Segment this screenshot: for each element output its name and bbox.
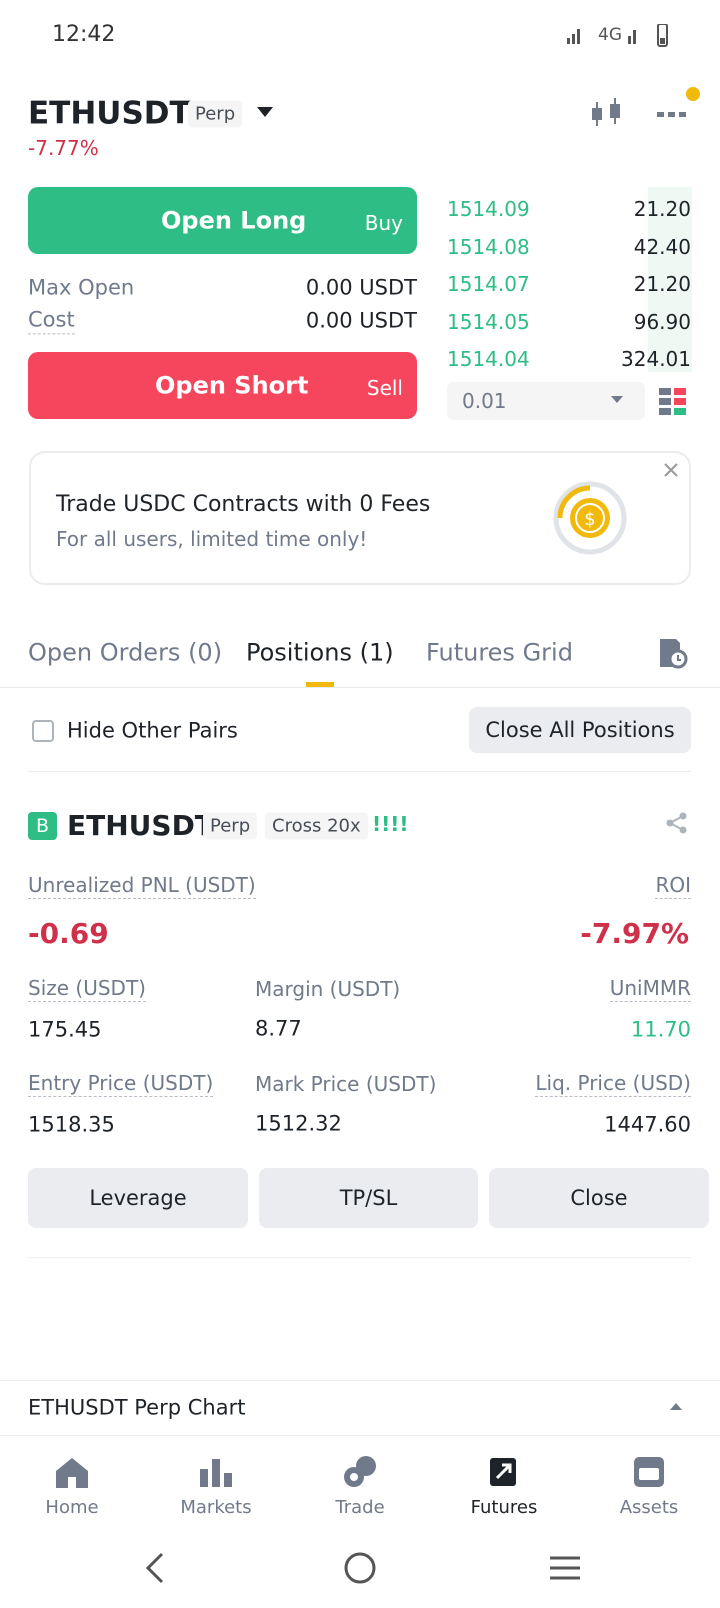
promo-title: Trade USDC Contracts with 0 Fees (56, 491, 431, 517)
chart-bar-label: ETHUSDT Perp Chart (28, 1395, 246, 1420)
cost-label: Cost (28, 307, 75, 335)
precision-select[interactable] (447, 382, 645, 420)
more-icon[interactable] (655, 84, 701, 124)
liq-price-label: Liq. Price (USD) (535, 1071, 691, 1097)
mark-price-value: 1512.32 (255, 1111, 342, 1136)
roi-label: ROI (655, 873, 691, 899)
buy-label: Buy (364, 211, 403, 235)
divider (28, 771, 691, 772)
unimmr-value: 11.70 (630, 1017, 691, 1042)
promo-close-icon[interactable] (664, 463, 678, 477)
divider (28, 1257, 691, 1258)
hide-other-pairs: Hide Other Pairs (67, 718, 238, 743)
bid-amount: 21.20 (633, 272, 691, 296)
mark-price-label: Mark Price (USDT) (255, 1072, 437, 1096)
bid-amount: 96.90 (633, 309, 691, 334)
pnl-value: -0.69 (28, 917, 109, 951)
margin-label: Margin (USDT) (255, 977, 401, 1001)
select-arrow (611, 396, 623, 403)
divider (0, 687, 720, 688)
contract-badge: Perp (188, 100, 243, 128)
bid-price: 1514.05 (447, 309, 530, 334)
unimmr-label: UniMMR (609, 976, 691, 1002)
assets-icon (634, 1457, 664, 1487)
bid-price: 1514.09 (447, 197, 530, 221)
nav-item[interactable]: Assets (619, 1497, 679, 1519)
contract-badge: Perp (203, 812, 258, 840)
sell-label: Sell (366, 376, 403, 400)
status-network: 4G (598, 24, 622, 45)
adl-indicator: !!!! (372, 812, 409, 836)
promo-coin-icon: $ (553, 481, 627, 555)
size-label: Size (USDT) (28, 976, 146, 1002)
system-nav (145, 1552, 580, 1584)
open-short-button[interactable] (28, 352, 417, 419)
dropdown-icon[interactable] (257, 107, 273, 119)
status-time: 12:42 (52, 21, 116, 47)
cost-value: 0.00 USDT (305, 308, 417, 333)
open-long-button[interactable] (28, 187, 417, 254)
nav-item[interactable]: Futures (470, 1497, 538, 1519)
price-change: -7.77% (28, 136, 99, 160)
max-open-value: 0.00 USDT (305, 275, 417, 300)
depth-bar (648, 187, 692, 372)
tab[interactable]: Open Orders (0) (28, 638, 223, 667)
home-icon (56, 1458, 88, 1488)
history-icon[interactable] (658, 637, 688, 669)
bid-amount: 42.40 (633, 234, 691, 259)
liq-price-value: 1447.60 (604, 1112, 691, 1137)
expand-arrow (670, 1403, 682, 1410)
precision-value: 0.01 (462, 389, 507, 413)
leverage-button[interactable]: Leverage (28, 1168, 248, 1228)
close-button[interactable]: Close (489, 1168, 709, 1228)
markets-icon (200, 1459, 232, 1487)
nav-item[interactable]: Trade (335, 1497, 385, 1519)
bid-amount: 324.01 (621, 347, 691, 371)
bid-amount: 21.20 (633, 197, 691, 221)
bid-price: 1514.04 (447, 347, 530, 371)
max-open-label: Max Open (28, 275, 135, 300)
promo-card[interactable] (29, 451, 691, 585)
open-short-label: Open Short (155, 371, 309, 400)
size-value: 175.45 (28, 1017, 102, 1042)
nav-item[interactable]: Markets (180, 1497, 252, 1519)
chart-icon[interactable] (590, 98, 624, 128)
tab[interactable]: Futures Grid (426, 638, 573, 667)
futures-icon (490, 1458, 516, 1486)
open-long-label: Open Long (161, 206, 307, 235)
margin-mode-badge: Cross 20x (265, 812, 368, 840)
chart-bar[interactable] (0, 1380, 720, 1436)
entry-price-value: 1518.35 (28, 1112, 115, 1137)
share-icon[interactable] (666, 812, 688, 834)
nav-item[interactable]: Home (45, 1497, 99, 1519)
tpsl-button[interactable]: TP/SL (259, 1168, 478, 1228)
bid-price: 1514.08 (447, 234, 530, 259)
entry-price-label: Entry Price (USDT) (28, 1071, 214, 1097)
symbol[interactable]: ETHUSDT (28, 95, 191, 132)
bid-price: 1514.07 (447, 272, 530, 296)
checkbox[interactable] (32, 720, 54, 742)
margin-value: 8.77 (255, 1016, 302, 1041)
side-badge: B (28, 812, 57, 840)
tab[interactable]: Positions (1) (246, 638, 394, 667)
roi-value: -7.97% (580, 917, 689, 951)
book-layout-icon[interactable] (659, 388, 687, 415)
pnl-label: Unrealized PNL (USDT) (28, 873, 256, 899)
promo-subtitle: For all users, limited time only! (56, 527, 368, 551)
svg-text:$: $ (584, 509, 595, 530)
trade-icon (344, 1456, 376, 1487)
close-all-button[interactable]: Close All Positions (469, 707, 691, 753)
status-icons (567, 24, 668, 47)
position-symbol: ETHUSDT (67, 809, 214, 843)
tab-indicator (306, 682, 334, 687)
